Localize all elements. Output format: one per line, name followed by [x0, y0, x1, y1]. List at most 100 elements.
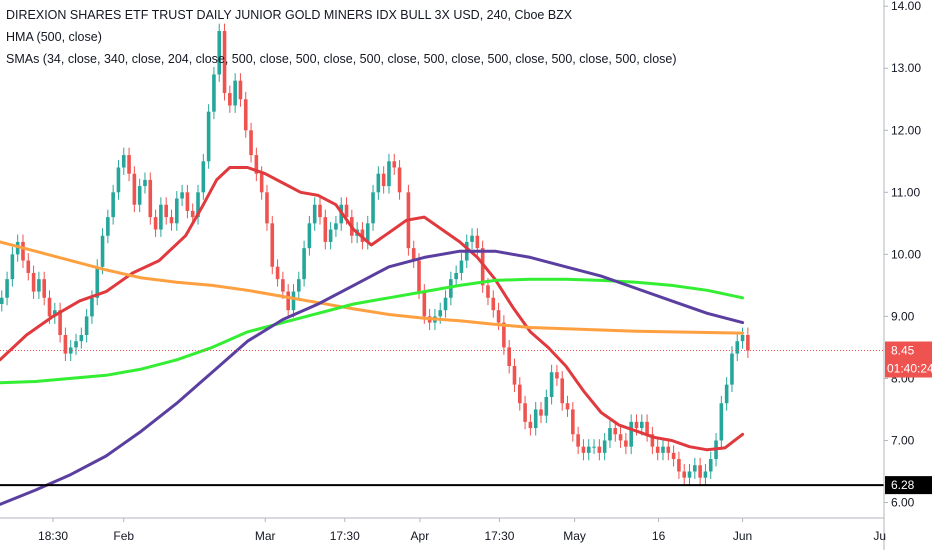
candle — [480, 240, 485, 293]
candle — [275, 259, 280, 287]
candle-body — [397, 167, 402, 193]
candle-body — [233, 80, 237, 106]
candle — [132, 166, 137, 213]
time-tick-label: Feb — [113, 529, 134, 543]
candle-body — [137, 186, 142, 205]
candle-body — [201, 161, 206, 193]
candle-body — [153, 217, 158, 230]
candle-body — [169, 217, 174, 224]
candle-body — [15, 241, 20, 255]
candle — [254, 147, 259, 182]
candle-body — [708, 459, 713, 472]
candle-body — [286, 291, 290, 311]
candle — [666, 439, 671, 461]
candle-body — [106, 217, 110, 236]
candle-body — [243, 99, 248, 131]
candle — [206, 104, 211, 169]
candle — [79, 327, 84, 349]
candle — [296, 271, 301, 300]
candle — [169, 209, 174, 231]
candle-body — [116, 167, 121, 193]
candle-body — [470, 235, 474, 242]
candle — [740, 327, 745, 349]
candle-body — [159, 204, 163, 230]
candle — [376, 166, 381, 200]
time-tick-label: Apr — [411, 529, 430, 543]
candle-body — [719, 403, 724, 441]
candle-body — [265, 192, 269, 224]
candle-body — [417, 260, 421, 292]
candle-body — [645, 421, 649, 435]
candle — [629, 414, 633, 455]
candle-body — [79, 334, 84, 342]
candle — [661, 439, 665, 461]
candle-body — [95, 266, 100, 298]
candle-body — [422, 291, 427, 317]
candle-body — [586, 446, 591, 453]
candle-body — [323, 217, 328, 242]
candle-body — [693, 465, 697, 472]
candle — [411, 240, 416, 268]
candle-body — [0, 297, 4, 304]
candle — [312, 197, 317, 231]
candle-body — [296, 279, 301, 292]
candle-body — [84, 316, 89, 335]
candle — [265, 184, 269, 231]
candle — [148, 172, 153, 225]
candle-body — [334, 223, 338, 230]
candle-body — [47, 297, 52, 317]
candle — [708, 451, 713, 479]
candle-body — [608, 428, 612, 441]
candle-body — [459, 260, 464, 273]
candle-body — [291, 291, 296, 311]
candle-body — [68, 347, 73, 354]
candle-body — [212, 74, 216, 112]
candle-body — [228, 93, 232, 106]
candle — [164, 197, 168, 225]
candle-body — [328, 229, 333, 242]
candle — [687, 464, 692, 486]
price-tick-label: 6.00 — [891, 495, 915, 509]
candle — [31, 265, 36, 300]
candle-body — [703, 471, 708, 478]
candle — [159, 197, 163, 237]
time-tick-label: 17:30 — [330, 529, 360, 543]
candle-body — [454, 272, 458, 280]
candle-body — [206, 111, 211, 162]
time-tick-label: Ju — [873, 529, 886, 543]
candle — [608, 420, 612, 448]
candle-body — [270, 223, 275, 267]
candle — [106, 209, 110, 244]
candle-body — [523, 403, 527, 422]
candle — [286, 284, 290, 318]
price-tick-label: 12.00 — [891, 123, 921, 137]
candle-body — [677, 459, 681, 472]
candle — [37, 271, 41, 300]
time-tick-label: 17:30 — [484, 529, 514, 543]
candle — [15, 234, 20, 262]
candle — [730, 346, 734, 393]
candle — [238, 73, 243, 107]
candle-body — [602, 440, 607, 453]
price-tick-label: 13.00 — [891, 61, 921, 75]
candle-body — [344, 204, 349, 218]
candle-body — [175, 198, 179, 224]
candle — [724, 377, 729, 411]
price-axis: 6.007.008.009.0010.0011.0012.0013.0014.0… — [883, 0, 921, 550]
candle-body — [730, 353, 734, 385]
candle-body — [249, 130, 253, 156]
candle — [381, 166, 386, 194]
candle — [618, 426, 623, 448]
candle-body — [26, 260, 31, 273]
chart-legend: DIREXION SHARES ETF TRUST DAILY JUNIOR G… — [6, 4, 677, 70]
candle — [693, 457, 697, 479]
candle — [671, 445, 676, 467]
candle-body — [238, 80, 243, 100]
candle-body — [507, 347, 511, 367]
candle — [735, 333, 740, 362]
candle-body — [302, 248, 306, 280]
candle — [443, 290, 448, 318]
candle-body — [639, 421, 644, 429]
